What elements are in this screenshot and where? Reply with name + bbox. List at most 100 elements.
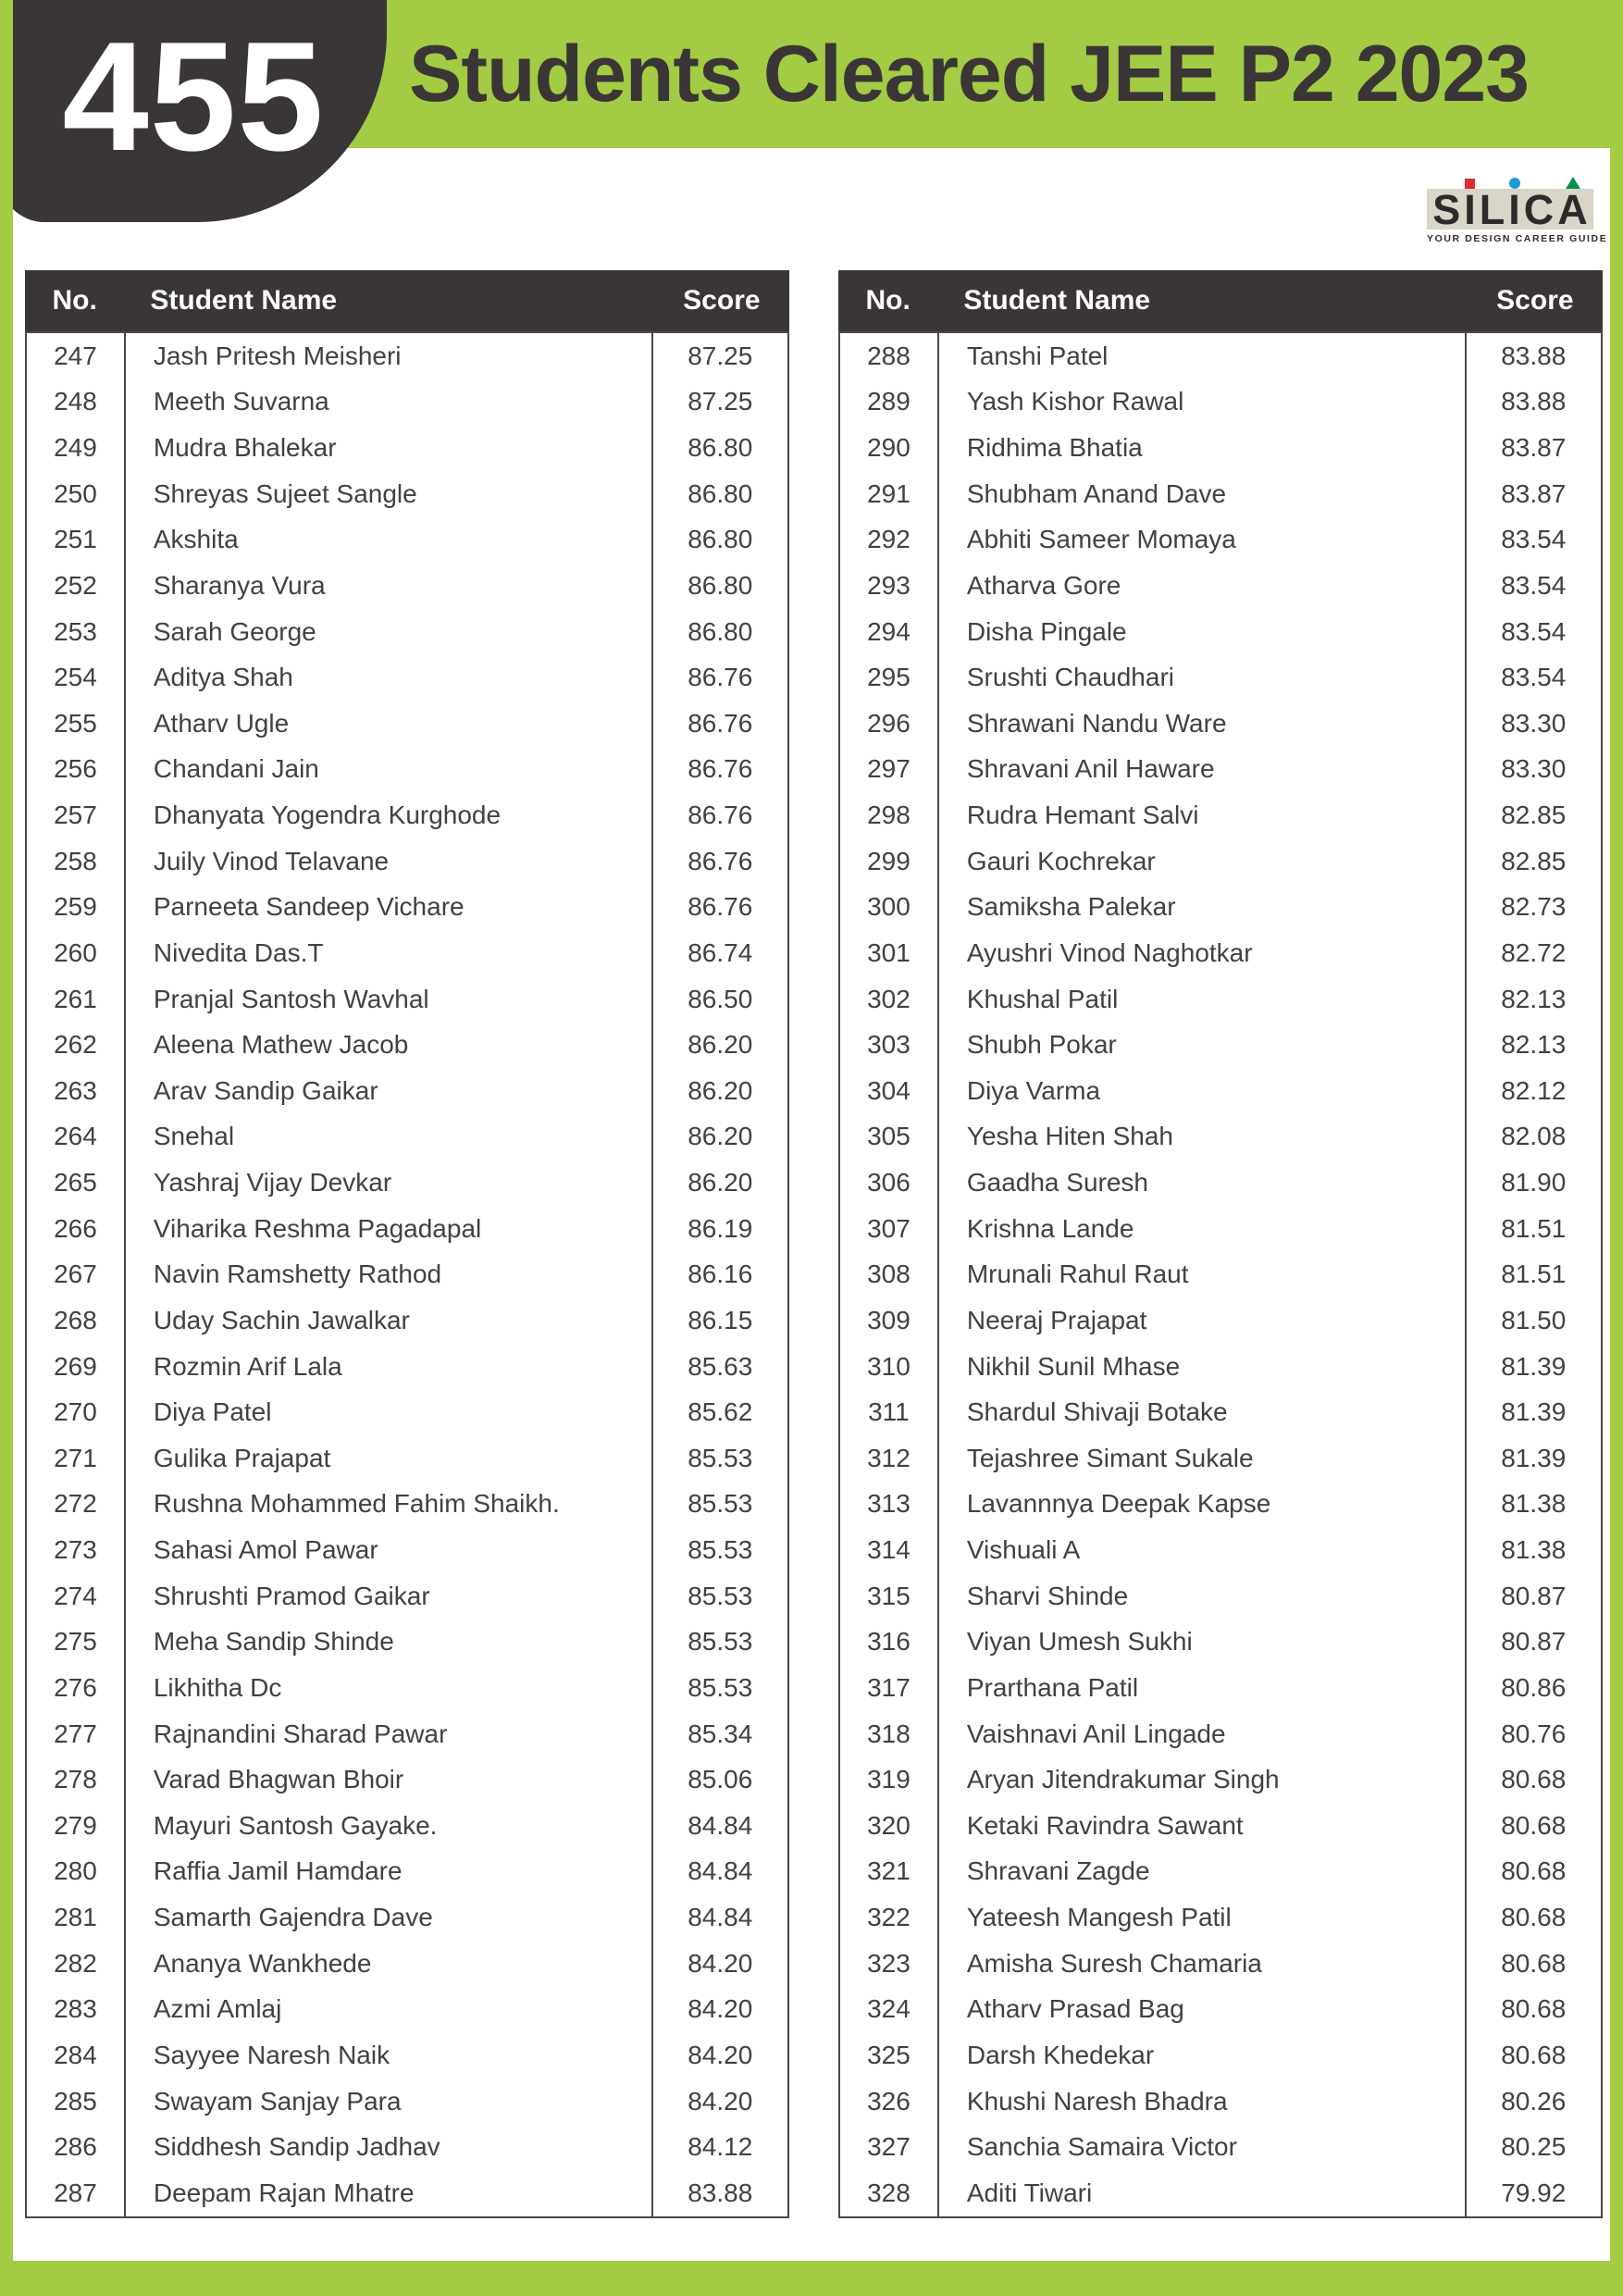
row-score: 85.53: [688, 1443, 753, 1472]
left-page-border: [0, 0, 13, 2296]
table-row: 301 Ayushri Vinod Naghotkar 82.72: [840, 930, 1601, 976]
table-row: 315 Sharvi Shinde 80.87: [840, 1572, 1601, 1620]
row-no: 260: [27, 930, 126, 976]
row-student-name: Ayushri Vinod Naghotkar: [939, 930, 1467, 976]
table-row: 272 Rushna Mohammed Fahim Shaikh. 85.53: [27, 1481, 787, 1528]
row-score: 87.25: [688, 387, 753, 416]
row-no: 257: [27, 792, 126, 838]
table-row: 276 Likhitha Dc 85.53: [27, 1665, 787, 1711]
row-student-name: Rajnandini Sharad Pawar: [126, 1710, 653, 1757]
table-row: 322 Yateesh Mangesh Patil 80.68: [840, 1894, 1601, 1941]
row-student-name: Ananya Wankhede: [126, 1940, 653, 1987]
table-row: 279 Mayuri Santosh Gayake. 84.84: [27, 1803, 787, 1849]
logo-letter: I: [1464, 185, 1476, 233]
col-header-student-name: Student Name: [150, 285, 338, 316]
table-row: 294 Disha Pingale 83.54: [840, 608, 1601, 655]
row-score: 85.34: [688, 1719, 753, 1748]
row-no: 287: [27, 2170, 126, 2216]
row-student-name: Siddhesh Sandip Jadhav: [126, 2124, 653, 2170]
row-score: 83.54: [1501, 570, 1567, 600]
row-score: 83.30: [1501, 708, 1567, 738]
table-row: 250 Shreyas Sujeet Sangle 86.80: [27, 470, 787, 517]
row-student-name: Shravani Anil Haware: [939, 746, 1467, 793]
row-student-name: Raffia Jamil Hamdare: [126, 1848, 653, 1895]
row-no: 286: [27, 2124, 126, 2170]
row-student-name: Shubham Anand Dave: [939, 470, 1467, 517]
row-score: 86.80: [688, 570, 753, 600]
row-score: 82.08: [1501, 1122, 1567, 1151]
row-no: 300: [840, 884, 939, 931]
row-score: 80.86: [1501, 1672, 1567, 1702]
row-no: 293: [840, 563, 939, 609]
row-score: 80.87: [1501, 1627, 1567, 1657]
row-student-name: Rushna Mohammed Fahim Shaikh.: [126, 1481, 653, 1528]
row-student-name: Nivedita Das.T: [126, 930, 653, 976]
row-no: 281: [27, 1894, 126, 1941]
row-score: 84.20: [688, 2086, 753, 2116]
logo-letter-cell: C: [1523, 176, 1555, 230]
row-student-name: Shubh Pokar: [939, 1022, 1467, 1068]
row-score: 85.53: [688, 1672, 753, 1702]
row-score: 80.68: [1501, 2040, 1567, 2069]
row-student-name: Swayam Sanjay Para: [126, 2078, 653, 2125]
row-score: 87.25: [688, 341, 753, 370]
row-no: 269: [27, 1343, 126, 1390]
table-row: 263 Arav Sandip Gaikar 86.20: [27, 1068, 787, 1114]
row-student-name: Khushi Naresh Bhadra: [939, 2078, 1467, 2125]
row-no: 261: [27, 975, 126, 1023]
row-score: 86.19: [688, 1213, 753, 1243]
row-no: 317: [840, 1665, 939, 1711]
row-no: 248: [27, 379, 126, 426]
row-no: 255: [27, 701, 126, 747]
table-row: 292 Abhiti Sameer Momaya 83.54: [840, 516, 1601, 564]
row-score: 85.53: [688, 1535, 753, 1565]
row-no: 306: [840, 1160, 939, 1206]
row-no: 285: [27, 2078, 126, 2125]
row-no: 295: [840, 654, 939, 701]
row-no: 267: [27, 1251, 126, 1298]
row-score: 86.16: [688, 1260, 753, 1289]
table-row: 247 Jash Pritesh Meisheri 87.25: [27, 333, 787, 379]
row-student-name: Rozmin Arif Lala: [126, 1343, 653, 1390]
row-student-name: Gauri Kochrekar: [939, 838, 1467, 885]
row-score: 83.88: [1501, 387, 1567, 416]
row-score: 84.84: [688, 1856, 753, 1886]
row-student-name: Aryan Jitendrakumar Singh: [939, 1756, 1467, 1803]
row-score: 83.88: [688, 2178, 753, 2207]
table-row: 268 Uday Sachin Jawalkar 86.15: [27, 1297, 787, 1344]
row-no: 292: [840, 516, 939, 564]
table-body-left: 247 Jash Pritesh Meisheri 87.25 248 Meet…: [25, 331, 789, 2218]
table-body-right: 288 Tanshi Patel 83.88 289 Yash Kishor R…: [838, 331, 1603, 2218]
row-no: 274: [27, 1572, 126, 1620]
row-student-name: Samarth Gajendra Dave: [126, 1894, 653, 1941]
table-row: 319 Aryan Jitendrakumar Singh 80.68: [840, 1756, 1601, 1803]
logo-letter-cell: L: [1479, 176, 1506, 230]
row-score: 83.54: [1501, 525, 1567, 554]
table-row: 298 Rudra Hemant Salvi 82.85: [840, 792, 1601, 838]
table-row: 274 Shrushti Pramod Gaikar 85.53: [27, 1572, 787, 1620]
row-no: 290: [840, 425, 939, 471]
row-no: 280: [27, 1848, 126, 1895]
table-row: 313 Lavannnya Deepak Kapse 81.38: [840, 1481, 1601, 1528]
table-row: 251 Akshita 86.80: [27, 516, 787, 564]
row-student-name: Sanchia Samaira Victor: [939, 2124, 1467, 2170]
row-score: 83.87: [1501, 478, 1567, 508]
table-row: 254 Aditya Shah 86.76: [27, 654, 787, 701]
row-no: 279: [27, 1803, 126, 1849]
row-score: 86.80: [688, 616, 753, 646]
row-score: 80.68: [1501, 1765, 1567, 1794]
row-no: 308: [840, 1251, 939, 1298]
row-student-name: Darsh Khedekar: [939, 2032, 1467, 2079]
row-score: 84.84: [688, 1810, 753, 1840]
table-row: 253 Sarah George 86.80: [27, 608, 787, 655]
row-student-name: Vaishnavi Anil Lingade: [939, 1710, 1467, 1757]
row-student-name: Diya Patel: [126, 1389, 653, 1435]
row-no: 270: [27, 1389, 126, 1435]
logo-letter: A: [1557, 185, 1588, 233]
table-row: 267 Navin Ramshetty Rathod 86.16: [27, 1251, 787, 1298]
row-score: 81.38: [1501, 1535, 1567, 1565]
row-student-name: Akshita: [126, 516, 653, 564]
table-row: 260 Nivedita Das.T 86.74: [27, 930, 787, 976]
row-no: 323: [840, 1940, 939, 1987]
table-row: 321 Shravani Zagde 80.68: [840, 1848, 1601, 1895]
